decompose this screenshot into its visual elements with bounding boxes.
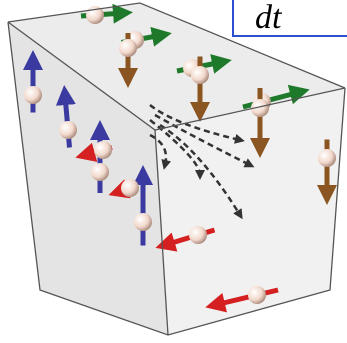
particle: [191, 66, 209, 84]
particle: [94, 141, 112, 159]
particle: [121, 179, 139, 197]
particle: [134, 213, 152, 231]
particle: [59, 121, 77, 139]
particle: [24, 86, 42, 104]
particle: [248, 286, 266, 304]
illustration: dt: [0, 0, 347, 343]
particle: [189, 226, 207, 244]
particle: [91, 163, 109, 181]
particle: [318, 149, 336, 167]
equation-box: [233, 0, 347, 36]
particle: [119, 39, 137, 57]
equation-text: dt: [255, 0, 283, 36]
